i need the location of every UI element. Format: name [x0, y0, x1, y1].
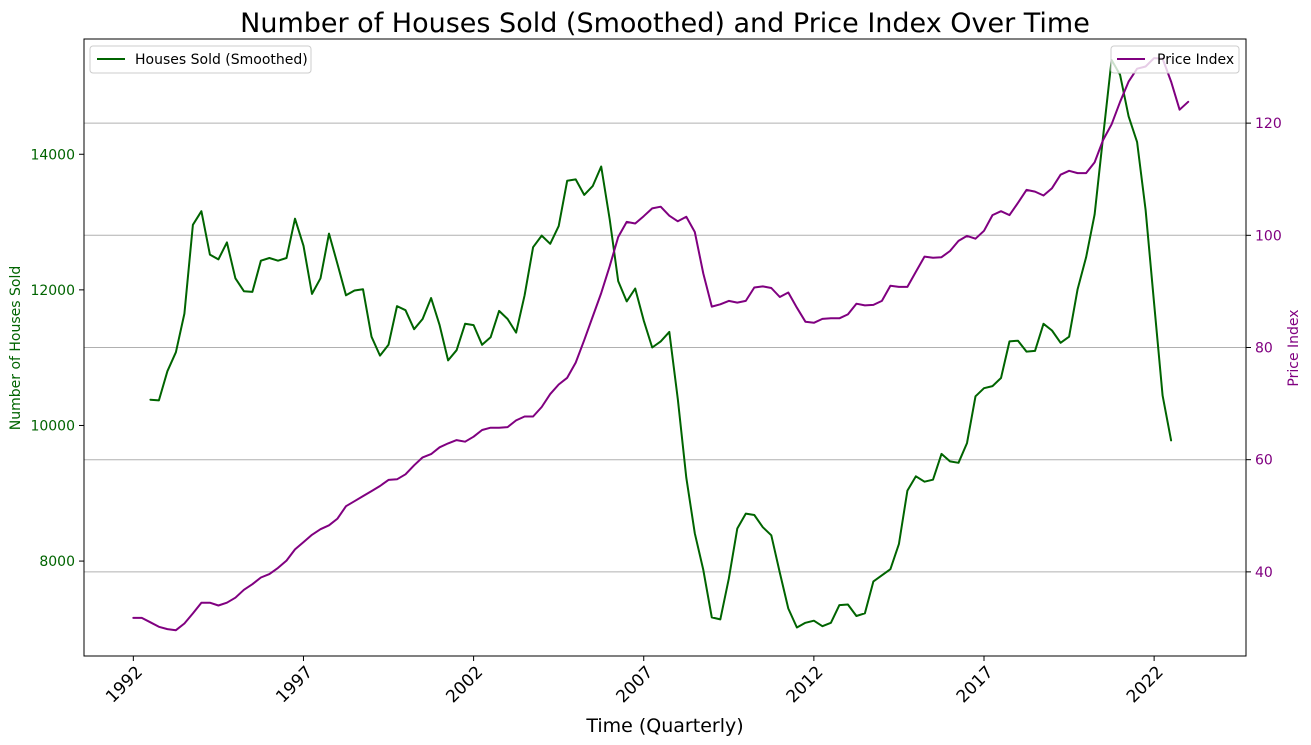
left-y-tick-label: 8000: [39, 554, 75, 570]
right-y-tick-label: 40: [1255, 565, 1273, 581]
right-y-tick-label: 120: [1255, 116, 1282, 132]
right-y-tick-label: 60: [1255, 453, 1273, 469]
left-y-tick-label: 14000: [30, 147, 75, 163]
legend-label-price-index: Price Index: [1157, 52, 1234, 68]
left-y-tick-label: 12000: [30, 283, 75, 299]
chart-title: Number of Houses Sold (Smoothed) and Pri…: [240, 8, 1090, 39]
right-y-tick-label: 100: [1255, 228, 1282, 244]
x-axis-label: Time (Quarterly): [585, 715, 743, 737]
legend-price-index: Price Index: [1110, 45, 1240, 74]
left-y-axis: 8000 10000 12000 14000: [30, 147, 84, 570]
legend-box-right: [1110, 45, 1240, 74]
series-line-price-index: [132, 57, 1190, 632]
series-line-houses-sold: [149, 59, 1173, 629]
series-layer: [132, 57, 1190, 632]
right-y-axis-label: Price Index: [1286, 309, 1302, 386]
legend-label-houses-sold: Houses Sold (Smoothed): [135, 52, 308, 68]
gridlines: [84, 122, 1246, 573]
left-y-axis-label: Number of Houses Sold: [8, 266, 24, 430]
right-y-axis: 40 60 80 100 120: [1246, 116, 1282, 581]
legend-houses-sold: Houses Sold (Smoothed): [89, 45, 312, 74]
legend-box-left: [89, 45, 312, 74]
right-y-tick-label: 80: [1255, 341, 1273, 357]
left-y-tick-label: 10000: [30, 418, 75, 434]
